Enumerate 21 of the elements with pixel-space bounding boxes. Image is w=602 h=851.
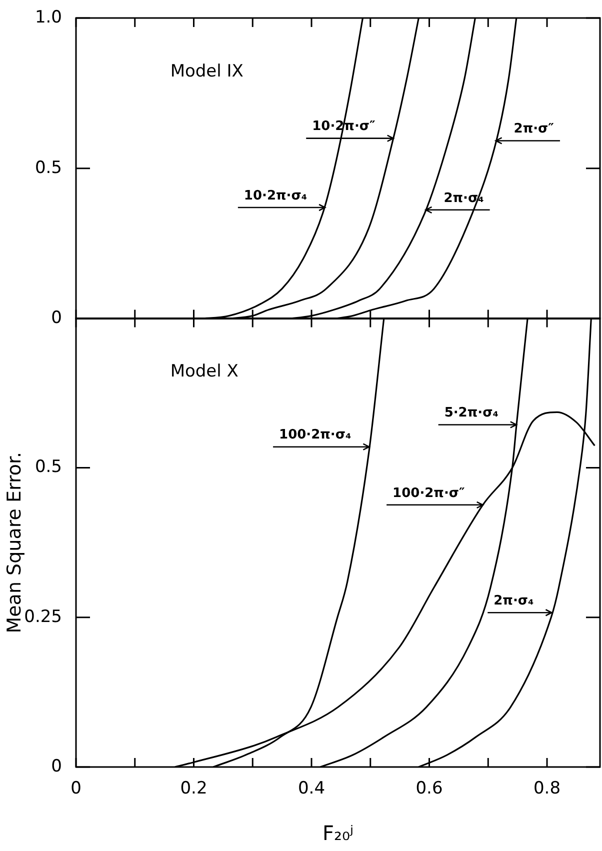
x-tick-label: 0.6 [416, 778, 443, 799]
annotation: Model X [170, 362, 239, 382]
y-tick-label: 0 [51, 756, 62, 776]
y-tick-label: 1.0 [34, 7, 62, 28]
y-tick-label: 0 [51, 308, 62, 328]
annotation: 10·2π·σ₄ [244, 188, 308, 204]
y-tick-label: 0.5 [34, 457, 62, 478]
annotation: Model IX [170, 61, 244, 82]
annotation: 100·2π·σ₄ [279, 428, 352, 443]
y-tick-label: 0.25 [24, 606, 62, 627]
y-axis-title: Mean Square Error. [3, 452, 26, 634]
x-axis-title: F₂₀ʲ [322, 821, 354, 846]
annotation: 5·2π·σ₄ [444, 406, 499, 421]
annotation: 2π·σ₄ [494, 593, 534, 608]
x-tick-label: 0.4 [298, 778, 326, 799]
x-tick-label: 0 [70, 778, 82, 799]
y-tick-label: 0.5 [34, 158, 62, 178]
x-tick-label: 0.2 [180, 778, 208, 799]
annotation: 100·2π·σ″ [392, 486, 466, 501]
x-tick-label: 0.8 [533, 778, 561, 799]
annotation: 2π·σ″ [514, 122, 554, 137]
